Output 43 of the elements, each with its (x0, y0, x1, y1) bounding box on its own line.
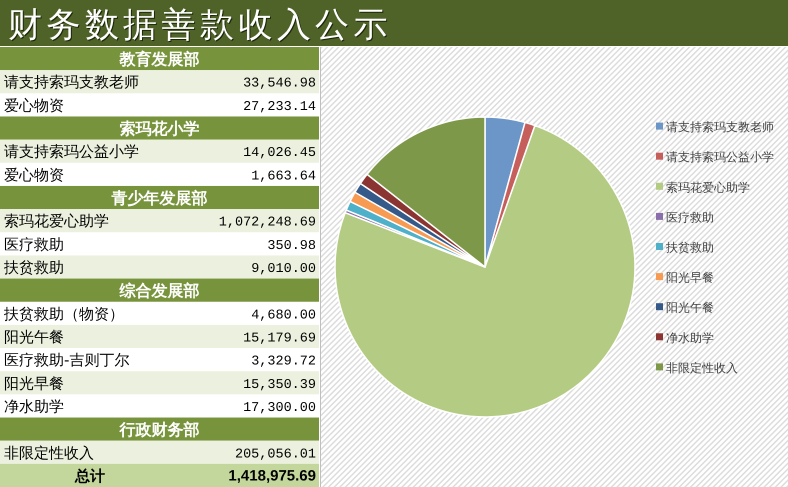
data-label: 9,010.00 (251, 262, 316, 277)
legend-label: 净水助学 (666, 330, 714, 345)
legend-label: 阳光午餐 (666, 300, 714, 315)
text: 财务数据善款收入公示 (8, 6, 392, 44)
data-label: 205,056.01 (234, 447, 316, 462)
data-label: 14,026.45 (243, 146, 316, 162)
text: 索玛花小学 (120, 119, 200, 138)
text: 行政财务部 (118, 420, 200, 440)
legend-label: 扶贫救助 (665, 240, 714, 254)
legend-label: 索玛花爱心助学 (666, 180, 750, 194)
category-label: 扶贫救助（物资） (3, 304, 124, 323)
legend-label: 非限定性收入 (666, 360, 738, 375)
category-label: 索玛花爱心助学 (4, 212, 109, 230)
legend-label: 请支持索玛公益小学 (666, 150, 774, 164)
legend-label: 阳光早餐 (666, 270, 714, 285)
data-label: 27,233.14 (243, 100, 316, 115)
data-label: 15,350.39 (243, 378, 316, 393)
data-label: 1,072,248.69 (218, 216, 316, 231)
text: 青少年发展部 (110, 188, 208, 208)
category-label: 阳光早餐 (4, 374, 64, 392)
data-label: 17,300.00 (243, 400, 316, 416)
legend-label: 请支持索玛支教老师 (666, 120, 774, 134)
data-label: 15,179.69 (243, 331, 316, 346)
data-label: 4,680.00 (251, 308, 316, 324)
category-label: 非限定性收入 (4, 444, 94, 462)
legend-label: 医疗救助 (666, 210, 714, 224)
category-label: 请支持索玛公益小学 (4, 142, 139, 161)
data-label: 3,329.72 (251, 354, 316, 370)
category-label: 医疗救助-吉则丁尔 (4, 351, 130, 370)
category-label: 爱心物资 (4, 96, 64, 114)
data-label: 33,546.98 (243, 76, 316, 92)
category-label: 净水助学 (4, 397, 64, 416)
data-label: 1,418,975.69 (228, 467, 316, 484)
category-label: 扶贫救助 (3, 258, 64, 276)
category-label: 医疗救助 (4, 235, 64, 254)
category-label: 总计 (74, 466, 105, 485)
text: 教育发展部 (118, 50, 200, 69)
data-label: 1,663.64 (251, 169, 316, 184)
category-label: 请支持索玛支教老师 (4, 73, 139, 92)
category-label: 爱心物资 (4, 166, 64, 184)
text: 综合发展部 (118, 281, 200, 300)
data-label: 350.98 (267, 238, 316, 254)
category-label: 阳光午餐 (4, 328, 64, 346)
